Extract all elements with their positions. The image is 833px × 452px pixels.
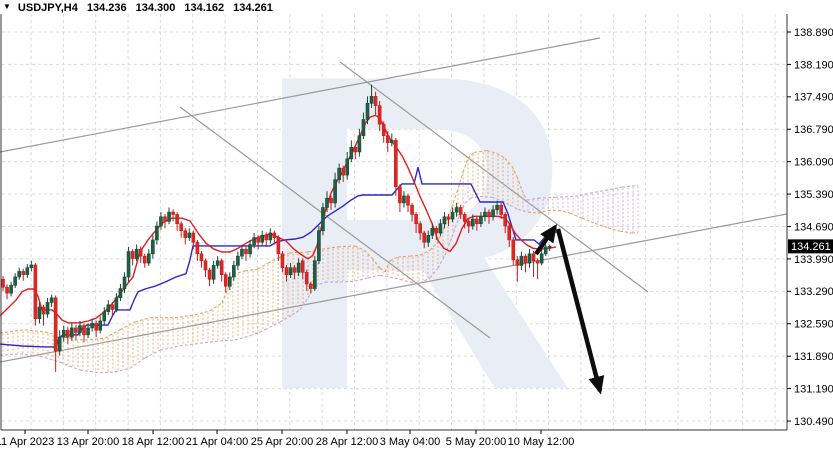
quote-open: 134.236 xyxy=(86,1,127,14)
price-axis-label: 131.890 xyxy=(794,351,833,363)
current-price-value: 134.261 xyxy=(791,241,831,253)
quote-close: 134.261 xyxy=(233,1,273,14)
price-axis-label: 137.490 xyxy=(794,92,833,104)
time-axis-label: 21 Apr 04:00 xyxy=(186,436,248,448)
time-axis-label: 10 May 12:00 xyxy=(508,436,575,448)
price-axis-label: 130.490 xyxy=(794,416,833,428)
plot-frame xyxy=(0,14,788,431)
price-axis-label: 132.590 xyxy=(794,319,833,331)
watermark-logo-r: R xyxy=(252,0,577,452)
time-axis-label: 28 Apr 12:00 xyxy=(316,436,378,448)
trendline-0[interactable] xyxy=(0,37,601,153)
time-axis-label: 3 May 04:00 xyxy=(380,436,441,448)
price-axis-label: 138.890 xyxy=(794,27,833,39)
watermark: R xyxy=(252,0,577,452)
quote-low: 134.162 xyxy=(184,1,225,14)
trendline-1[interactable] xyxy=(0,213,788,363)
price-axis-label: 133.290 xyxy=(794,286,833,298)
time-axis-label: 25 Apr 20:00 xyxy=(251,436,313,448)
tenkan-sen-line xyxy=(0,114,557,324)
price-axis-label: 135.390 xyxy=(794,189,833,201)
price-axis-label: 136.790 xyxy=(794,124,833,136)
trendline-2[interactable] xyxy=(179,106,491,339)
chart-title: ▼ USDJPY,H4 134.236 134.300 134.162 134.… xyxy=(3,1,273,14)
small-up-arrow[interactable] xyxy=(534,224,558,256)
price-axis-label: 136.090 xyxy=(794,157,833,169)
time-axis-label: 18 Apr 12:00 xyxy=(122,436,184,448)
time-axis-label: 11 Apr 2023 xyxy=(0,436,54,448)
large-down-arrow[interactable] xyxy=(555,228,605,395)
trendlines xyxy=(0,37,788,363)
price-axis-label: 131.190 xyxy=(794,383,833,395)
price-axis-label: 138.190 xyxy=(794,59,833,71)
candles-layer xyxy=(1,84,552,372)
price-axis-label: 133.990 xyxy=(794,254,833,266)
annotation-arrows xyxy=(534,224,605,395)
time-axis: 11 Apr 2023 13 Apr 20:00 18 Apr 12:00 21 Ap… xyxy=(0,430,574,448)
time-axis-label: 13 Apr 20:00 xyxy=(57,436,119,448)
price-axis-label: 134.690 xyxy=(794,221,833,233)
trendline-3[interactable] xyxy=(339,61,649,293)
dropdown-arrow-icon[interactable]: ▼ xyxy=(3,2,11,11)
senkou-span-bottom xyxy=(0,195,638,374)
quote-high: 134.300 xyxy=(135,1,176,14)
price-axis: 138.890 138.190 137.490 136.790 136.090 135.3… xyxy=(787,27,833,428)
time-axis-label: 5 May 20:00 xyxy=(446,436,507,448)
current-price-badge xyxy=(788,239,833,254)
grid-lines xyxy=(2,14,786,430)
symbol-period-label: USDJPY,H4 xyxy=(17,1,78,14)
